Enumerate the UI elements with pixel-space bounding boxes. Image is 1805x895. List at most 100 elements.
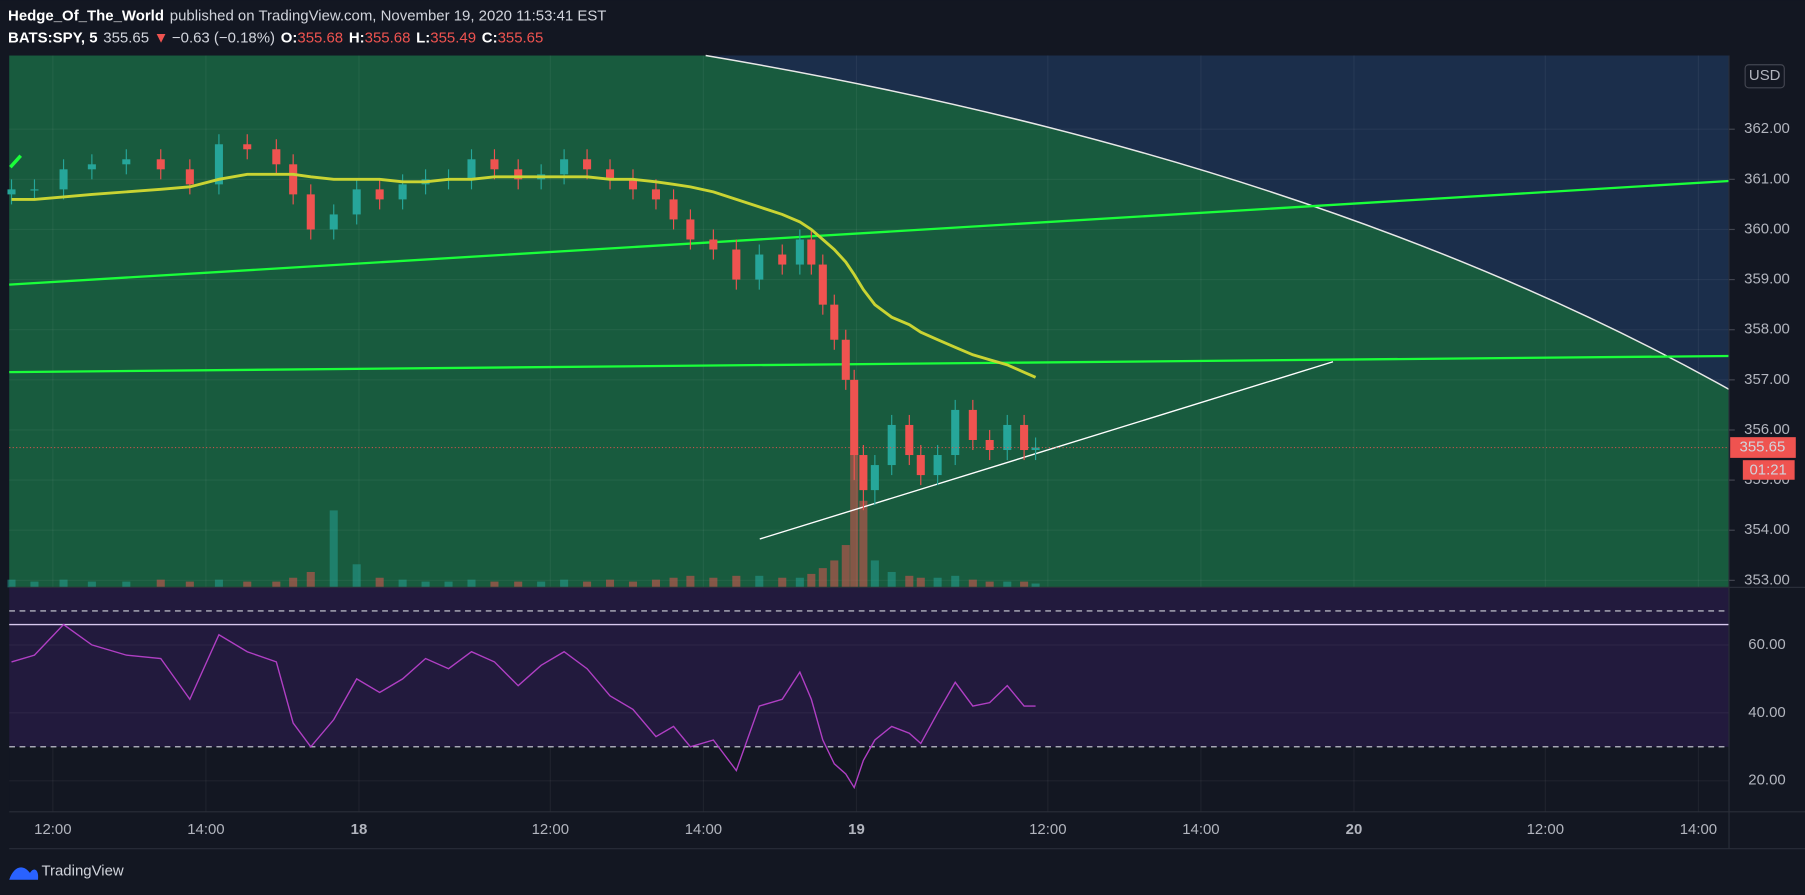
volume-bar: [122, 581, 131, 588]
volume-bar: [933, 577, 942, 588]
x-tick-label: 12:00: [1029, 821, 1066, 838]
volume-bar: [807, 573, 816, 588]
candle-body: [968, 409, 977, 440]
candle-body: [755, 254, 764, 280]
candle-body: [916, 455, 925, 476]
candle-body: [214, 144, 223, 185]
volume-bar: [669, 577, 678, 588]
candle-body: [830, 304, 839, 340]
candle-body: [59, 169, 68, 190]
y-tick-label: 356.00: [1744, 421, 1790, 438]
low-value: 355.49: [430, 29, 476, 46]
rsi-band-fill: [9, 587, 1730, 747]
high-value: 355.68: [365, 29, 411, 46]
candle-body: [933, 455, 942, 476]
volume-bar: [870, 560, 879, 588]
candle-body: [243, 144, 252, 150]
volume-bar: [841, 545, 850, 588]
volume-bar: [755, 575, 764, 588]
volume-bar: [905, 575, 914, 588]
volume-bar: [859, 500, 868, 588]
x-tick-label: 14:00: [1182, 821, 1219, 838]
volume-bar: [778, 577, 787, 588]
candle-body: [30, 189, 39, 191]
rsi-line: [11, 623, 1036, 790]
candle-body: [583, 159, 592, 170]
volume-bar: [59, 579, 68, 588]
volume-bar: [444, 581, 453, 588]
volume-bar: [818, 568, 827, 588]
trendline: [9, 354, 1730, 374]
volume-bar: [968, 579, 977, 588]
change: −0.63 (−0.18%): [172, 29, 275, 46]
volume-bar: [490, 581, 499, 588]
y-tick-label: 362.00: [1744, 120, 1790, 137]
y-tick-label: 358.00: [1744, 321, 1790, 338]
volume-bar: [30, 581, 39, 588]
volume-bar: [985, 581, 994, 588]
close-value: 355.65: [498, 29, 544, 46]
volume-bar: [352, 564, 361, 588]
candle-body: [352, 189, 361, 215]
change-arrow: ▼: [154, 29, 169, 46]
volume-bar: [1020, 581, 1029, 588]
high-label: H:: [349, 29, 365, 46]
volume-bar: [421, 581, 430, 588]
candle-body: [1031, 447, 1040, 451]
candle-body: [1003, 424, 1012, 451]
y-tick-label: 361.00: [1744, 170, 1790, 187]
logo-shape: [9, 867, 39, 880]
moving-average: [11, 172, 1037, 379]
volume-bar: [272, 581, 281, 588]
candle-body: [514, 169, 523, 180]
trendline: [759, 361, 1334, 540]
candle-body: [850, 379, 859, 456]
volume-bar: [514, 581, 523, 588]
y-tick-label: 354.00: [1744, 521, 1790, 538]
candle-body: [272, 149, 281, 165]
trendline: [9, 179, 1730, 286]
volume-bar: [1003, 581, 1012, 588]
y-tick-label: 20.00: [1748, 772, 1785, 789]
candle-body: [7, 189, 16, 195]
candle-body: [1020, 424, 1029, 451]
candle-body: [669, 199, 678, 220]
candle-body: [606, 169, 615, 180]
candle-body: [289, 164, 298, 195]
volume-bar: [628, 581, 638, 588]
volume-bar: [606, 579, 615, 588]
candles: [7, 134, 1730, 511]
published: published on TradingView.com, November 1…: [170, 7, 607, 24]
candle-body: [490, 159, 499, 170]
open-value: 355.68: [297, 29, 343, 46]
volume-bar: [185, 581, 194, 588]
candle-body: [156, 159, 165, 170]
candle-body: [686, 219, 695, 240]
candle-body: [818, 264, 827, 305]
volume-bar: [398, 579, 407, 588]
candle-body: [87, 164, 96, 170]
author: Hedge_Of_The_World: [8, 7, 164, 24]
volume-bar: [560, 579, 569, 588]
candle-body: [887, 424, 896, 466]
candle-body: [306, 194, 315, 230]
price: 355.65: [103, 29, 149, 46]
volume-bar: [795, 577, 804, 588]
x-tick-label: 12:00: [1527, 821, 1564, 838]
currency-button[interactable]: [1744, 64, 1785, 89]
x-tick-label: 12:00: [532, 821, 569, 838]
countdown: 01:21: [1749, 461, 1786, 478]
arc-region: [705, 55, 1730, 390]
volume-bar: [916, 577, 925, 588]
volume-bar: [850, 452, 859, 588]
volume-bar: [732, 575, 741, 588]
currency[interactable]: USD: [1749, 67, 1781, 84]
last-price-badge: [1730, 437, 1796, 458]
volume: [7, 452, 1040, 588]
last-price-label: 355.65: [1740, 438, 1786, 455]
brand-logo: [9, 867, 39, 880]
low-label: L:: [416, 29, 430, 46]
volume-bar: [467, 579, 476, 588]
volume-bar: [214, 579, 223, 588]
